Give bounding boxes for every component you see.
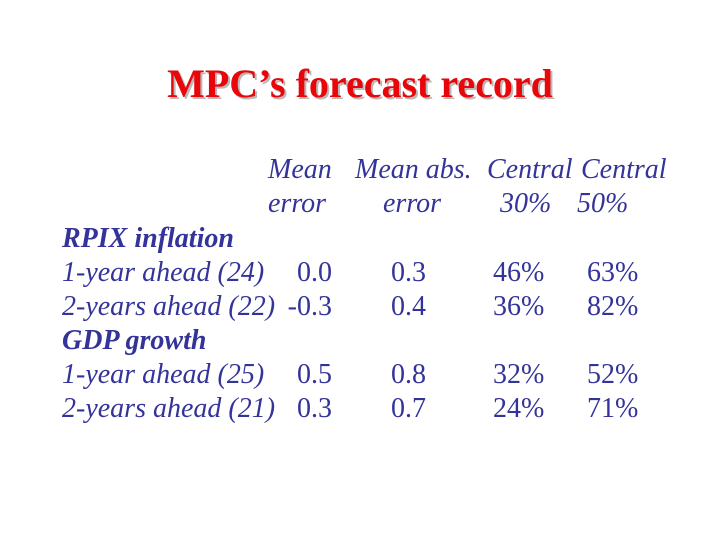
row-label: 2-years ahead (21) xyxy=(62,393,276,424)
cell-mean-error: -0.3 xyxy=(287,291,332,322)
cell-mean-error: 0.0 xyxy=(297,257,332,288)
cell-central-50: 71% xyxy=(587,393,639,424)
cell-mean-abs-error: 0.3 xyxy=(391,257,426,288)
header-mean-line1: Mean xyxy=(268,154,332,185)
header-mean-abs-line1: Mean abs. xyxy=(355,154,472,185)
header-central30-line1: Central xyxy=(487,154,573,185)
header-central50-line2: 50% xyxy=(577,188,629,219)
header-mean-abs-line2: error xyxy=(383,188,442,219)
header-central30-line2: 30% xyxy=(500,188,552,219)
header-mean-line2: error xyxy=(268,188,327,219)
cell-central-30: 32% xyxy=(493,359,545,390)
cell-central-50: 52% xyxy=(587,359,639,390)
slide-title: MPC’s forecast record xyxy=(167,61,553,106)
cell-mean-error: 0.5 xyxy=(297,359,332,390)
cell-central-30: 24% xyxy=(493,393,545,424)
cell-central-50: 82% xyxy=(587,291,639,322)
cell-central-30: 46% xyxy=(493,257,545,288)
cell-mean-abs-error: 0.4 xyxy=(391,291,426,322)
header-central50-line1: Central xyxy=(581,154,667,185)
cell-mean-abs-error: 0.8 xyxy=(391,359,426,390)
section-heading-rpix: RPIX inflation xyxy=(62,223,234,254)
row-label: 2-years ahead (22) xyxy=(62,291,276,322)
cell-mean-error: 0.3 xyxy=(297,393,332,424)
cell-central-30: 36% xyxy=(493,291,545,322)
cell-central-50: 63% xyxy=(587,257,639,288)
cell-mean-abs-error: 0.7 xyxy=(391,393,426,424)
row-label: 1-year ahead (24) xyxy=(62,257,265,288)
row-label: 1-year ahead (25) xyxy=(62,359,265,390)
section-heading-gdp: GDP growth xyxy=(62,325,207,356)
